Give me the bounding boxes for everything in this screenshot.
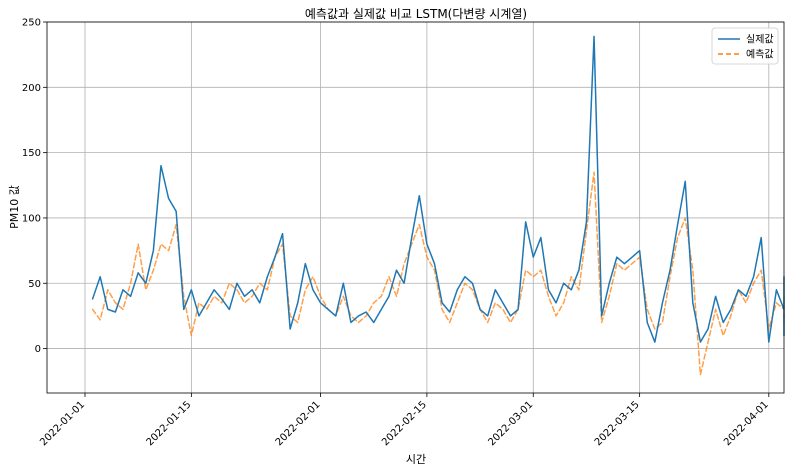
y-tick-label: 0 [35, 344, 41, 355]
y-tick-label: 200 [22, 83, 41, 94]
chart-title: 예측값과 실제값 비교 LSTM(다변량 시계열) [305, 7, 527, 21]
series-line-1 [91, 35, 785, 343]
plot-area-frame [46, 21, 785, 394]
series-layer [91, 35, 785, 376]
series-line-2 [91, 171, 785, 376]
x-axis-title: 시간 [406, 453, 426, 466]
y-axis: 0 50 100 150 200 250 [22, 18, 47, 355]
y-tick-label: 50 [28, 279, 41, 290]
legend-label: 실제값 [746, 34, 774, 46]
y-tick-label: 150 [22, 148, 41, 159]
legend-label: 예측값 [746, 49, 774, 61]
y-tick-label: 100 [22, 213, 41, 224]
y-axis-title: PM10 값 [8, 185, 21, 229]
y-tick-label: 250 [22, 18, 41, 29]
legend-box [711, 27, 779, 65]
